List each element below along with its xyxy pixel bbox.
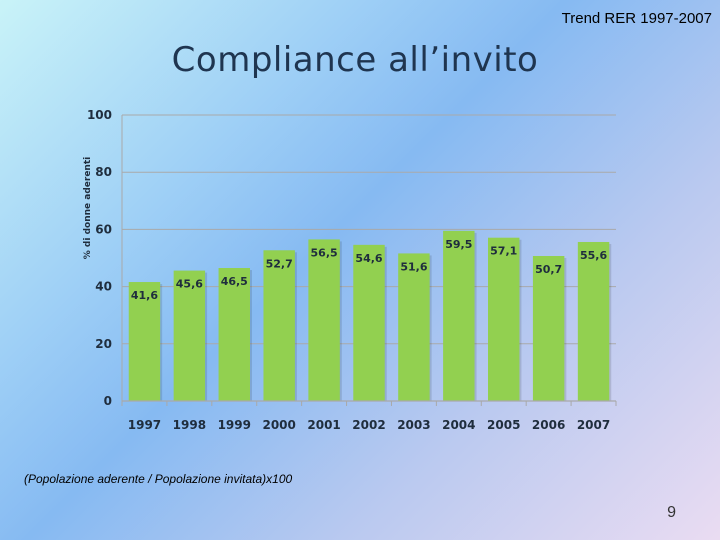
header-top-title: Trend RER 1997-2007	[561, 10, 712, 27]
x-tick-label: 2000	[262, 418, 295, 432]
y-tick-label: 20	[95, 337, 112, 351]
bar-value-label: 55,6	[580, 249, 607, 262]
formula-note: (Popolazione aderente / Popolazione invi…	[24, 472, 293, 486]
x-tick-label: 2002	[352, 418, 385, 432]
x-tick-label: 1999	[218, 418, 251, 432]
bar-value-label: 57,1	[490, 245, 517, 258]
x-tick-label: 1997	[128, 418, 161, 432]
bar	[263, 250, 295, 401]
bar	[488, 237, 520, 401]
bar-value-label: 56,5	[311, 246, 338, 259]
x-tick-label: 2005	[487, 418, 520, 432]
bar-value-label: 45,6	[176, 278, 203, 291]
x-tick-label: 2001	[307, 418, 340, 432]
x-tick-label: 1998	[173, 418, 206, 432]
x-tick-label: 2007	[577, 418, 610, 432]
bar	[308, 239, 340, 401]
bar	[532, 255, 565, 401]
y-tick-label: 60	[95, 222, 112, 236]
bar-chart: 0 20 40 60 80 100 % di donne aderenti 41,6 1997 4…	[83, 108, 617, 432]
x-tick-label: 2004	[442, 418, 475, 432]
x-tick-label: 2003	[397, 418, 430, 432]
bar	[173, 270, 206, 401]
bar-value-label: 51,6	[400, 260, 427, 273]
bar	[398, 253, 430, 401]
slide-title: Compliance all’invito	[171, 40, 539, 80]
bar-value-label: 59,5	[445, 238, 472, 251]
bar-value-label: 52,7	[266, 257, 293, 270]
y-tick-label: 80	[95, 165, 112, 179]
x-tick-label: 2006	[532, 418, 565, 432]
bar-value-label: 41,6	[131, 289, 158, 302]
bar	[443, 230, 475, 401]
y-tick-label: 100	[87, 108, 112, 122]
y-tick-label: 40	[95, 280, 112, 294]
bar-value-label: 54,6	[355, 252, 382, 265]
bar	[353, 244, 385, 401]
bar	[577, 241, 610, 401]
page-number: 9	[667, 504, 676, 521]
bar-value-label: 50,7	[535, 263, 562, 276]
y-tick-label: 0	[104, 394, 112, 408]
bar	[218, 268, 250, 401]
bar-value-label: 46,5	[221, 275, 248, 288]
y-axis-label: % di donne aderenti	[83, 157, 93, 259]
bar	[128, 282, 161, 401]
